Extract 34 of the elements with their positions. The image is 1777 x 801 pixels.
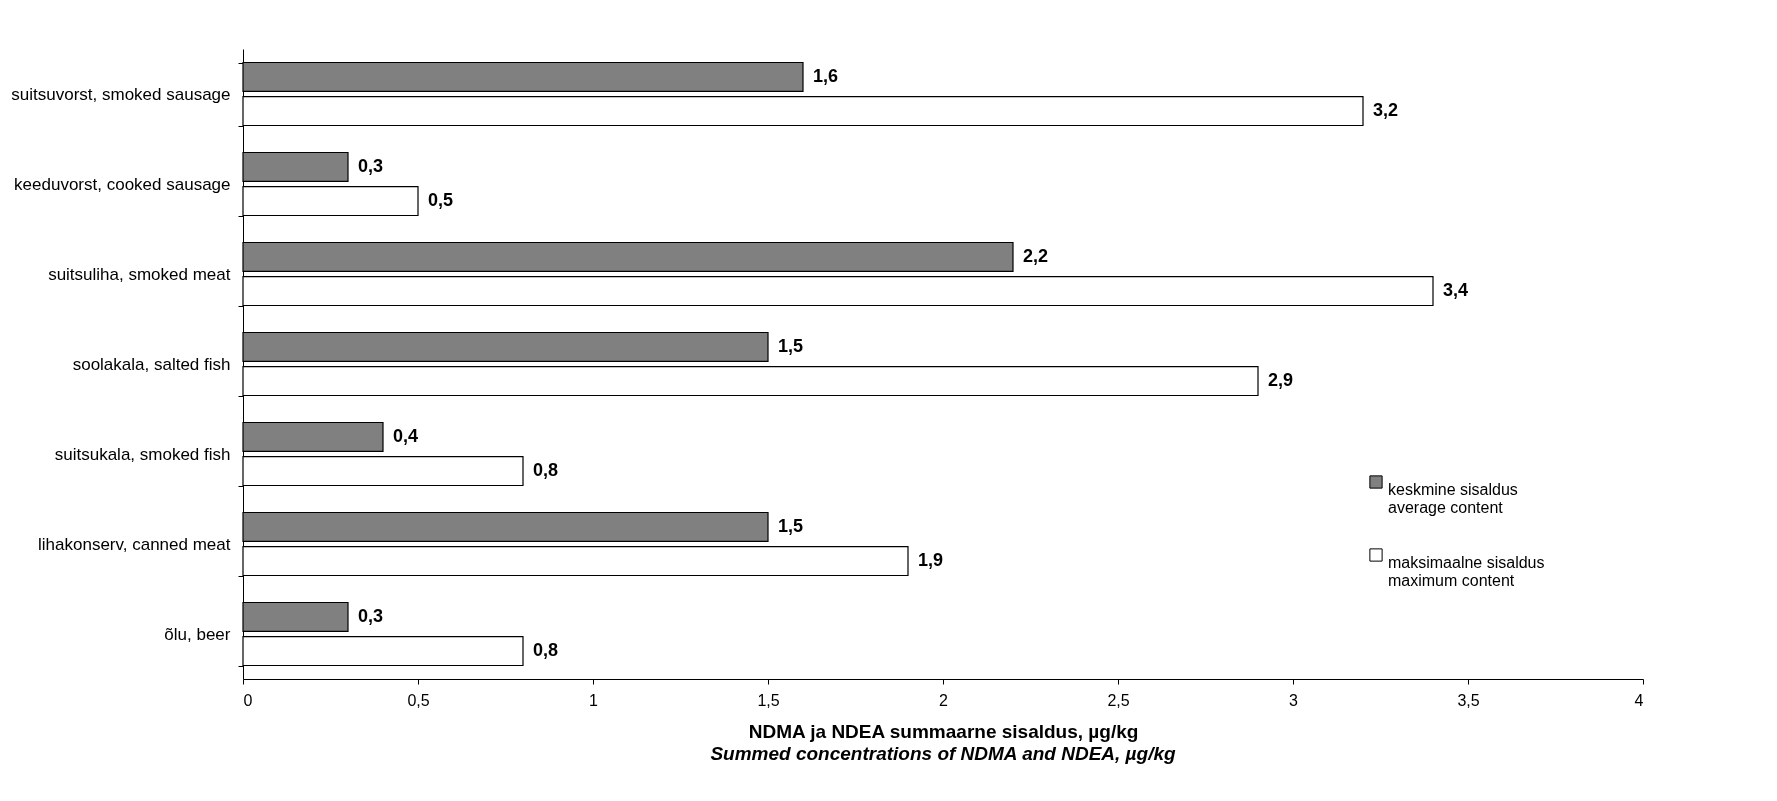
y-tick-label: õlu, beer	[164, 624, 231, 644]
x-axis-title: NDMA ja NDEA summaarne sisaldus, µg/kg	[748, 720, 1139, 742]
x-tick-label: 3,5	[1457, 691, 1480, 709]
y-tick-label: soolakala, salted fish	[72, 354, 231, 374]
legend-label: maksimaalne sisaldus maximum content	[1388, 554, 1545, 589]
y-tick-label: suitsuliha, smoked meat	[48, 264, 231, 284]
x-tick-label: 3	[1289, 691, 1299, 709]
x-tick-label: 1	[589, 691, 599, 709]
legend-label: keskmine sisaldus average content	[1388, 481, 1518, 516]
x-tick-label: 2,5	[1107, 691, 1130, 709]
data-label: 0,8	[533, 460, 559, 481]
x-tick-label: 0	[243, 691, 253, 709]
data-label: 0,8	[533, 640, 559, 661]
y-tick-label: suitsukala, smoked fish	[54, 444, 231, 464]
data-label: 1,9	[918, 550, 944, 571]
x-tick-label: 2	[939, 691, 949, 709]
data-label: 2,2	[1023, 245, 1049, 266]
y-tick-label: suitsuvorst, smoked sausage	[11, 84, 231, 104]
data-label: 1,6	[813, 65, 839, 86]
y-tick-label: lihakonserv, canned meat	[38, 534, 231, 554]
data-label: 0,5	[428, 190, 454, 211]
data-label: 0,4	[393, 425, 419, 446]
data-label: 3,2	[1373, 100, 1399, 121]
data-label: 1,5	[778, 335, 804, 356]
text: Summed concentrations of NDMA and NDEA, µg/kg	[710, 743, 1176, 764]
data-label: 0,3	[358, 155, 384, 176]
data-label: 1,5	[778, 515, 804, 536]
x-tick-label: 4	[1634, 691, 1644, 709]
x-tick-label: 0,5	[407, 691, 430, 709]
data-label: 0,3	[358, 605, 384, 626]
y-tick-label: keeduvorst, cooked sausage	[14, 174, 231, 194]
data-label: 2,9	[1268, 370, 1294, 391]
x-tick-label: 1,5	[757, 691, 780, 709]
data-label: 3,4	[1443, 280, 1469, 301]
